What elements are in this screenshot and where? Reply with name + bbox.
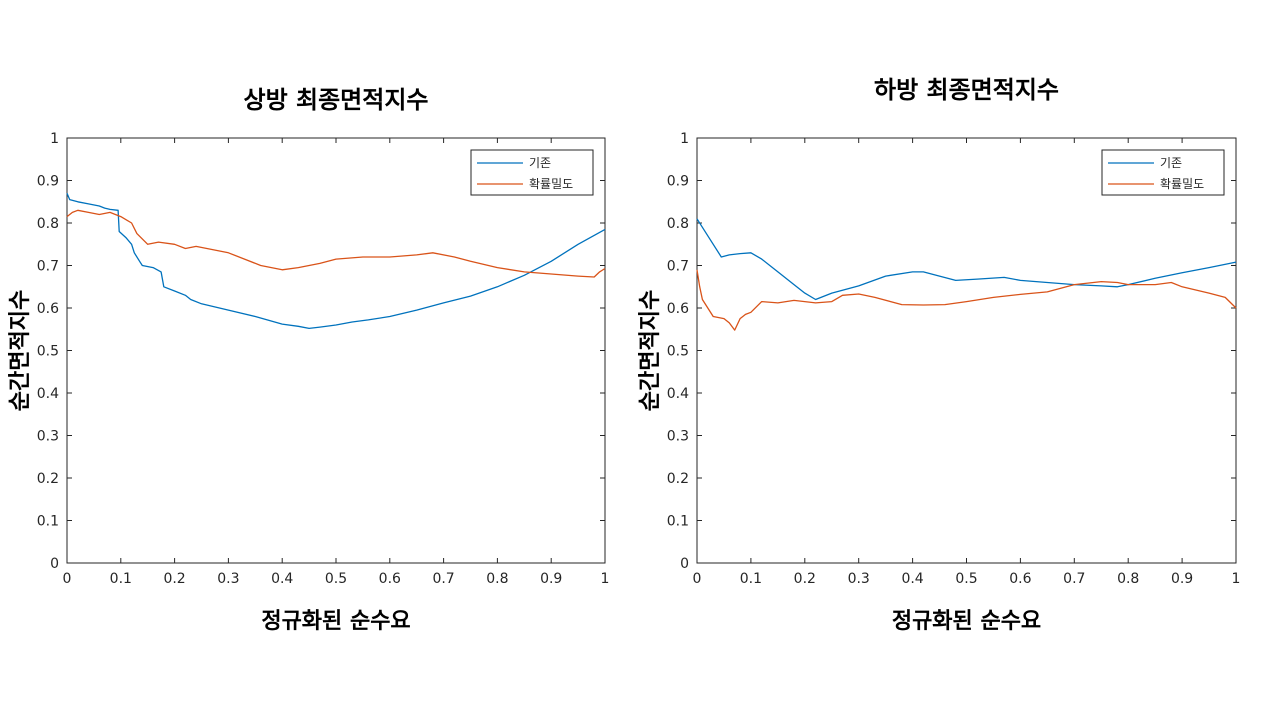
x-tick-label: 0.3: [848, 571, 870, 587]
y-tick-label: 0.6: [667, 301, 689, 317]
y-axis-label: 순간면적지수: [638, 290, 663, 411]
series-line-2: [66, 209, 606, 278]
y-tick-label: 0.8: [37, 216, 59, 232]
legend-label: 확률밀도: [529, 177, 573, 191]
x-tick-label: 0.7: [1063, 571, 1085, 587]
y-tick-label: 0.4: [37, 386, 59, 402]
y-tick-label: 0: [680, 556, 689, 572]
x-tick-label: 0.1: [740, 571, 762, 587]
y-tick-label: 1: [680, 131, 689, 147]
x-tick-label: 0.8: [1117, 571, 1139, 587]
x-tick-label: 0: [693, 571, 702, 587]
y-tick-label: 0.2: [37, 471, 59, 487]
series-line-1: [696, 218, 1237, 301]
x-axis-label: 정규화된 순수요: [892, 609, 1041, 634]
legend-label: 확률밀도: [1160, 177, 1204, 191]
y-tick-label: 0.9: [37, 174, 59, 190]
y-tick-label: 0.3: [667, 429, 689, 445]
x-tick-label: 0.2: [794, 571, 816, 587]
y-tick-label: 0.7: [667, 259, 689, 275]
x-tick-label: 0.9: [540, 571, 562, 587]
series-line-1: [66, 193, 606, 330]
x-axis-label: 정규화된 순수요: [261, 609, 410, 634]
x-tick-label: 0.9: [1171, 571, 1193, 587]
x-tick-label: 0.4: [901, 571, 923, 587]
y-tick-label: 0.6: [37, 301, 59, 317]
y-tick-label: 0.1: [667, 514, 689, 530]
series-line-2: [696, 269, 1237, 331]
y-tick-label: 0.9: [667, 174, 689, 190]
legend-box: [1101, 149, 1225, 196]
legend-label: 기존: [529, 156, 551, 170]
chart-title: 하방 최종면적지수: [874, 76, 1059, 104]
x-tick-label: 0.3: [217, 571, 239, 587]
x-tick-label: 1: [1232, 571, 1241, 587]
y-tick-label: 1: [50, 131, 59, 147]
x-tick-label: 0.1: [110, 571, 132, 587]
y-tick-label: 0.7: [37, 259, 59, 275]
y-tick-label: 0: [50, 556, 59, 572]
plot-area: [66, 137, 606, 564]
chart-1: 0 0.1 0.2 0.3 0.4 0.5 0.6 0.7 0.8 0.9 1 0 0.1 0.2 0.3 0…: [8, 86, 609, 634]
chart-2: 0 0.1 0.2 0.3 0.4 0.5 0.6 0.7 0.8 0.9 1 0 0.1 0.2 0.3 0…: [638, 76, 1240, 634]
y-tick-label: 0.1: [37, 514, 59, 530]
y-tick-label: 0.5: [667, 344, 689, 360]
x-tick-label: 1: [601, 571, 610, 587]
x-tick-label: 0.6: [379, 571, 401, 587]
x-tick-label: 0.8: [486, 571, 508, 587]
y-tick-label: 0.2: [667, 471, 689, 487]
y-axis-label: 순간면적지수: [8, 290, 33, 411]
legend-box: [470, 149, 594, 196]
y-tick-label: 0.8: [667, 216, 689, 232]
x-tick-label: 0.4: [271, 571, 293, 587]
x-tick-label: 0.5: [325, 571, 347, 587]
x-tick-label: 0.6: [1009, 571, 1031, 587]
legend-label: 기존: [1160, 156, 1182, 170]
plot-area: [696, 137, 1237, 564]
y-tick-label: 0.5: [37, 344, 59, 360]
y-tick-label: 0.4: [667, 386, 689, 402]
x-tick-label: 0.5: [955, 571, 977, 587]
y-tick-label: 0.3: [37, 429, 59, 445]
x-tick-label: 0.2: [163, 571, 185, 587]
x-tick-label: 0: [63, 571, 72, 587]
x-tick-label: 0.7: [432, 571, 454, 587]
chart-title: 상방 최종면적지수: [244, 86, 429, 114]
